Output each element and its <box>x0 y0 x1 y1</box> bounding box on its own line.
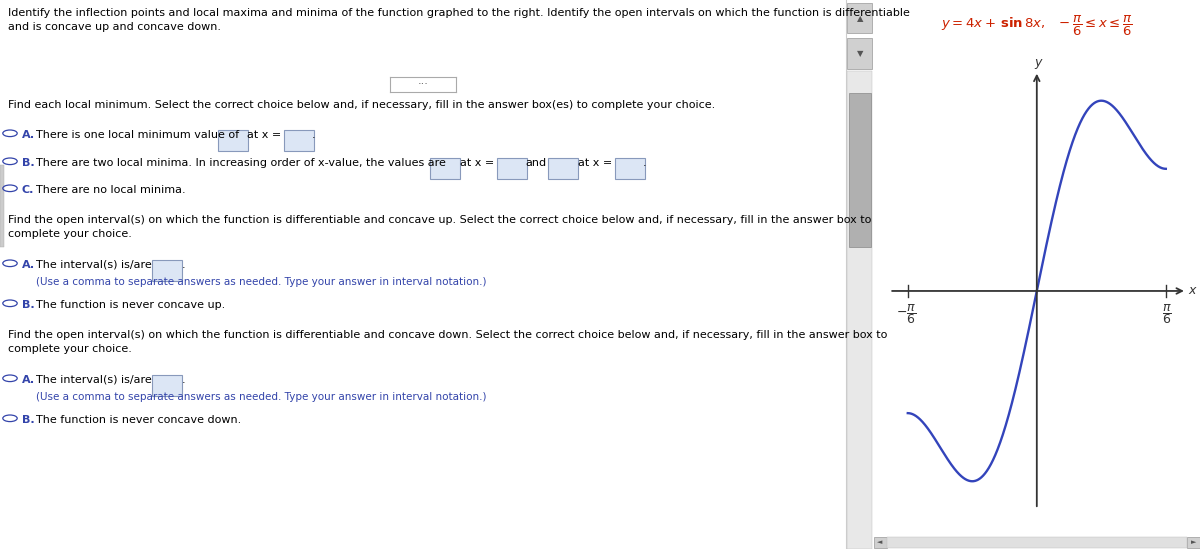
Text: .: . <box>182 260 186 270</box>
Text: $y = 4x + \,\mathbf{sin}\,8x,\ \ -\dfrac{\pi}{6} \leq x \leq \dfrac{\pi}{6}$: $y = 4x + \,\mathbf{sin}\,8x,\ \ -\dfrac… <box>941 14 1133 38</box>
Text: A.: A. <box>22 260 35 270</box>
Text: ►: ► <box>1190 539 1196 545</box>
Text: (Use a comma to separate answers as needed. Type your answer in interval notatio: (Use a comma to separate answers as need… <box>36 277 486 287</box>
Bar <box>847 71 872 549</box>
Text: B.: B. <box>22 415 35 425</box>
Text: The interval(s) is/are: The interval(s) is/are <box>36 260 151 270</box>
Text: ···: ··· <box>418 80 428 89</box>
Text: and is concave up and concave down.: and is concave up and concave down. <box>8 22 221 32</box>
Bar <box>0 165 5 247</box>
Text: x: x <box>1188 284 1195 298</box>
Text: Find the open interval(s) on which the function is differentiable and concave do: Find the open interval(s) on which the f… <box>8 330 887 340</box>
Text: $-\dfrac{\pi}{6}$: $-\dfrac{\pi}{6}$ <box>896 302 917 326</box>
Text: Find each local minimum. Select the correct choice below and, if necessary, fill: Find each local minimum. Select the corr… <box>8 100 715 110</box>
Text: ▲: ▲ <box>857 14 863 23</box>
Text: and: and <box>526 158 546 168</box>
Text: B.: B. <box>22 300 35 310</box>
Text: There is one local minimum value of: There is one local minimum value of <box>36 130 239 140</box>
Text: .: . <box>312 130 316 140</box>
Text: at x =: at x = <box>460 158 494 168</box>
Text: C.: C. <box>22 185 35 195</box>
Text: Find the open interval(s) on which the function is differentiable and concave up: Find the open interval(s) on which the f… <box>8 215 871 225</box>
Text: A.: A. <box>22 375 35 385</box>
Text: at x =: at x = <box>578 158 612 168</box>
Text: The interval(s) is/are: The interval(s) is/are <box>36 375 151 385</box>
Text: .: . <box>182 375 186 385</box>
Bar <box>1187 537 1200 548</box>
Bar <box>887 537 1187 548</box>
Text: ▼: ▼ <box>857 49 863 58</box>
Text: .: . <box>643 158 647 168</box>
Bar <box>848 93 871 247</box>
Text: ◄: ◄ <box>877 539 883 545</box>
Text: There are no local minima.: There are no local minima. <box>36 185 186 195</box>
Text: The function is never concave up.: The function is never concave up. <box>36 300 226 310</box>
Text: Identify the inflection points and local maxima and minima of the function graph: Identify the inflection points and local… <box>8 8 910 18</box>
Text: complete your choice.: complete your choice. <box>8 344 132 354</box>
Text: complete your choice.: complete your choice. <box>8 229 132 239</box>
Text: There are two local minima. In increasing order of x-value, the values are: There are two local minima. In increasin… <box>36 158 446 168</box>
Text: (Use a comma to separate answers as needed. Type your answer in interval notatio: (Use a comma to separate answers as need… <box>36 392 486 402</box>
Bar <box>874 537 887 548</box>
Text: at x =: at x = <box>247 130 281 140</box>
Text: y: y <box>1034 56 1042 69</box>
Bar <box>847 3 872 33</box>
Text: $\dfrac{\pi}{6}$: $\dfrac{\pi}{6}$ <box>1162 302 1172 326</box>
Text: A.: A. <box>22 130 35 140</box>
Bar <box>847 38 872 69</box>
Text: B.: B. <box>22 158 35 168</box>
Text: The function is never concave down.: The function is never concave down. <box>36 415 241 425</box>
